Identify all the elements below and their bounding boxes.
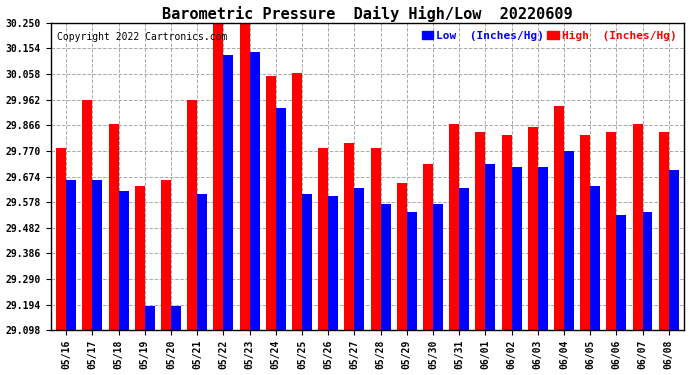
Bar (528, 127, 538, 375)
Bar (475, 132, 485, 375)
Bar (239, 17, 250, 375)
Bar (502, 135, 511, 375)
Bar (633, 124, 642, 375)
Bar (197, 194, 207, 375)
Bar (344, 143, 355, 375)
Bar (57, 148, 66, 375)
Bar (92, 180, 102, 375)
Legend: Low  (Inches/Hg), High  (Inches/Hg): Low (Inches/Hg), High (Inches/Hg) (420, 28, 679, 43)
Bar (554, 105, 564, 375)
Bar (590, 186, 600, 375)
Text: Copyright 2022 Cartronics.com: Copyright 2022 Cartronics.com (57, 32, 227, 42)
Bar (423, 164, 433, 375)
Bar (276, 108, 286, 375)
Bar (171, 306, 181, 375)
Bar (250, 52, 259, 375)
Bar (511, 167, 522, 375)
Bar (224, 55, 233, 375)
Bar (119, 191, 128, 375)
Bar (145, 306, 155, 375)
Bar (616, 215, 627, 375)
Bar (485, 164, 495, 375)
Bar (213, 17, 224, 375)
Bar (564, 151, 574, 375)
Bar (538, 167, 548, 375)
Bar (292, 74, 302, 375)
Bar (407, 212, 417, 375)
Bar (66, 180, 76, 375)
Bar (459, 188, 469, 375)
Bar (328, 196, 338, 375)
Bar (397, 183, 407, 375)
Bar (135, 186, 145, 375)
Bar (302, 194, 312, 375)
Bar (161, 180, 171, 375)
Bar (669, 170, 679, 375)
Bar (607, 132, 616, 375)
Bar (109, 124, 119, 375)
Bar (659, 132, 669, 375)
Bar (433, 204, 443, 375)
Bar (187, 100, 197, 375)
Bar (355, 188, 364, 375)
Bar (266, 76, 276, 375)
Bar (580, 135, 590, 375)
Bar (381, 204, 391, 375)
Bar (83, 100, 92, 375)
Bar (642, 212, 653, 375)
Title: Barometric Pressure  Daily High/Low  20220609: Barometric Pressure Daily High/Low 20220… (162, 6, 573, 21)
Bar (449, 124, 459, 375)
Bar (318, 148, 328, 375)
Bar (371, 148, 381, 375)
